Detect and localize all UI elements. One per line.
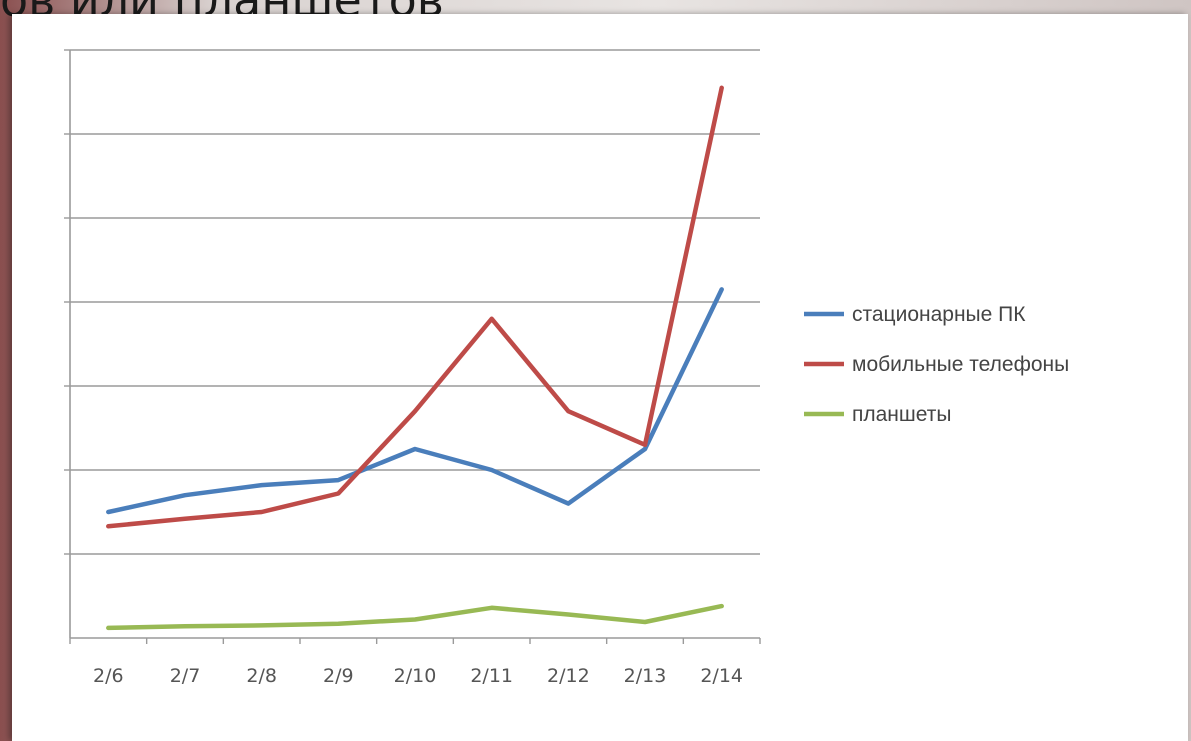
x-tick-label: 2/10	[394, 665, 437, 687]
x-tick-label: 2/7	[170, 665, 201, 687]
x-tick-label: 2/12	[547, 665, 590, 687]
legend-label: планшеты	[852, 403, 951, 426]
legend-label: стационарные ПК	[852, 303, 1026, 326]
chart-card: 2/6 2/7 2/8 2/9 2/10 2/11 2/12 2/13 2/14 стацион…	[12, 14, 1188, 741]
x-tick-label: 2/14	[700, 665, 743, 687]
legend-label: мобильные телефоны	[852, 353, 1069, 376]
axes	[69, 50, 761, 644]
x-tick-label: 2/11	[470, 665, 513, 687]
x-tick-label: 2/8	[246, 665, 277, 687]
line-chart: 2/6 2/7 2/8 2/9 2/10 2/11 2/12 2/13 2/14 стацион…	[64, 49, 1069, 687]
x-tick-label: 2/13	[624, 665, 667, 687]
series-lines	[106, 85, 724, 631]
series-line	[106, 603, 724, 631]
x-axis-tick-labels: 2/6 2/7 2/8 2/9 2/10 2/11 2/12 2/13 2/14	[93, 665, 743, 687]
x-tick-label: 2/9	[323, 665, 354, 687]
series-line	[106, 287, 724, 515]
gridlines	[64, 49, 760, 555]
series-line	[106, 85, 724, 529]
legend: стационарные ПК мобильные телефоны планшет…	[804, 303, 1069, 426]
x-tick-label: 2/6	[93, 665, 124, 687]
